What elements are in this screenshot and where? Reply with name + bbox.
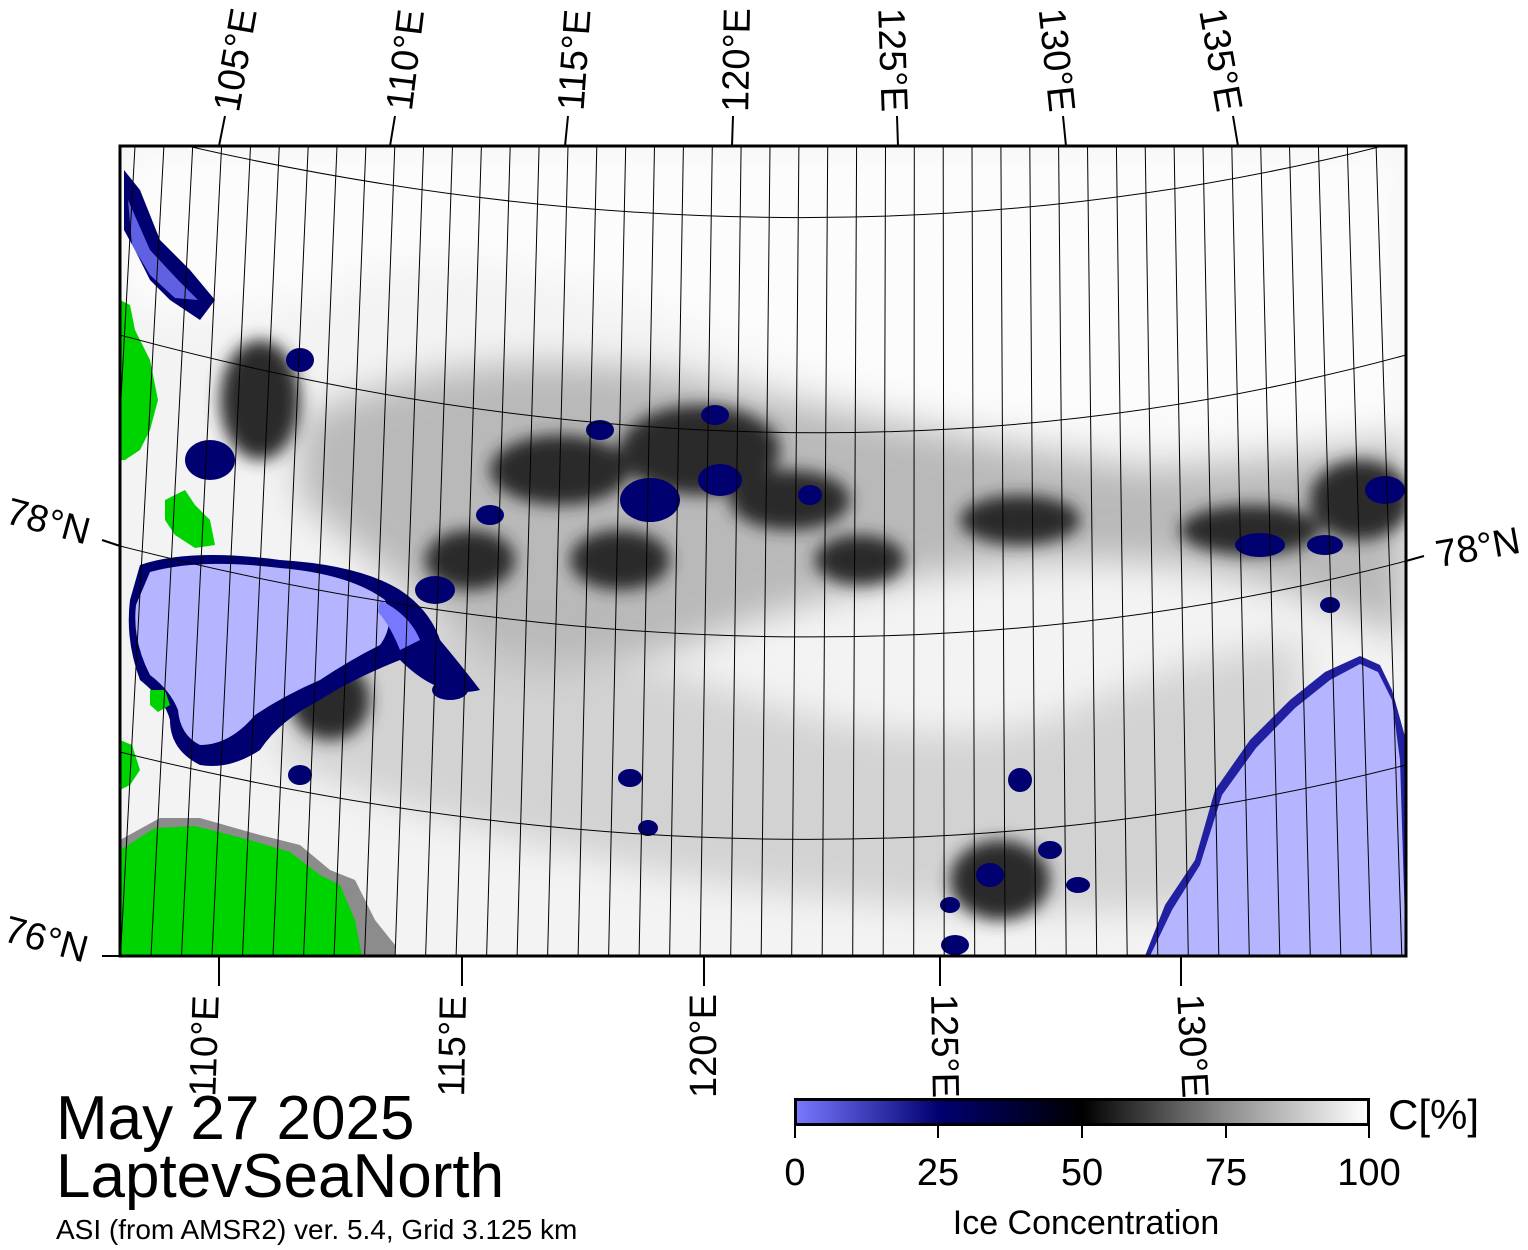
top-lon-label-115: 115°E	[550, 8, 600, 112]
meridian-line	[913, 146, 915, 956]
mid-concentration-south	[280, 620, 1300, 912]
bottom-lon-label-130: 130°E	[1168, 992, 1216, 1100]
meridian-line	[120, 146, 136, 426]
data-credit: ASI (from AMSR2) ver. 5.4, Grid 3.125 km	[56, 1214, 578, 1245]
top-lon-label-130: 130°E	[1029, 6, 1083, 114]
meridian-line	[516, 146, 540, 956]
top-lon-label-125: 125°E	[869, 7, 915, 113]
meridian-line	[1346, 146, 1372, 956]
map-frame	[118, 144, 1408, 958]
meridian-line	[608, 146, 627, 956]
meridian-line	[1260, 146, 1281, 956]
meridian-line	[486, 146, 511, 956]
meridian-line	[242, 146, 280, 956]
meridian-line	[882, 146, 886, 956]
western-lead-water	[128, 200, 198, 300]
bottom-lon-label-125: 125°E	[922, 993, 966, 1099]
parallel-line	[184, 146, 1385, 219]
meridian-line	[1317, 146, 1342, 956]
meridian-line	[1087, 146, 1098, 956]
meridian-line	[394, 146, 425, 956]
meridian-line	[150, 146, 194, 956]
islet-land	[120, 740, 140, 790]
meridian-line	[760, 146, 771, 956]
meridian-line	[547, 146, 569, 956]
meridian-line	[211, 146, 251, 956]
meridian-line	[1058, 146, 1067, 956]
graticule	[120, 146, 1406, 956]
meridian-line	[1173, 146, 1189, 956]
meridian-line	[699, 146, 713, 956]
meridian-line	[791, 146, 800, 956]
western-polynya-edge	[378, 600, 420, 650]
meridian-line	[1000, 146, 1006, 956]
meridian-line	[333, 146, 367, 956]
colorbar	[794, 1098, 1370, 1126]
taymyr-land	[120, 826, 362, 956]
top-lon-label-120: 120°E	[715, 7, 759, 113]
meridian-line	[1144, 146, 1159, 956]
meridian-line	[303, 146, 338, 956]
colorbar-tick-50: 50	[1060, 1152, 1104, 1194]
meridian-line	[1404, 146, 1406, 191]
bottom-lon-label-115: 115°E	[431, 995, 475, 1097]
meridian-line	[669, 146, 684, 956]
meridian-line	[364, 146, 396, 956]
meridian-line	[1375, 146, 1403, 956]
bottom-lon-label-110: 110°E	[182, 994, 228, 1098]
high-concentration-zone	[120, 146, 1406, 434]
bottom-lon-label-120: 120°E	[683, 994, 725, 1098]
meridian-line	[942, 146, 945, 956]
parallel-line	[120, 545, 1406, 638]
colorbar-title: Ice Concentration	[952, 1204, 1220, 1242]
colorbar-tick-75: 75	[1204, 1152, 1248, 1194]
meridian-line	[821, 146, 829, 956]
meridian-line	[425, 146, 453, 956]
severnaya-zemlya-land	[120, 300, 158, 460]
western-lead	[124, 170, 215, 320]
frame-ticks	[101, 115, 1425, 986]
meridian-line	[852, 146, 858, 956]
meridian-line	[1115, 146, 1128, 956]
islet-land-2	[150, 690, 170, 712]
meridian-line	[1029, 146, 1037, 956]
meridian-line	[638, 146, 655, 956]
meridian-line	[1231, 146, 1250, 956]
meridian-line	[1289, 146, 1311, 956]
colorbar-tick-100: 100	[1337, 1152, 1401, 1194]
meridian-line	[971, 146, 976, 956]
eastern-polynya	[1150, 664, 1406, 956]
colorbar-unit: C[%]	[1388, 1091, 1480, 1138]
meridian-line	[272, 146, 309, 956]
meridian-line	[730, 146, 742, 956]
colorbar-tick-25: 25	[916, 1152, 960, 1194]
meridian-line	[120, 146, 165, 956]
region-name: LaptevSeaNorth	[56, 1142, 505, 1211]
meridian-line	[1202, 146, 1220, 956]
colorbar-tick-0: 0	[784, 1152, 806, 1194]
meridian-line	[181, 146, 223, 956]
parallel-line	[120, 334, 1406, 434]
meridian-line	[577, 146, 598, 956]
meridian-line	[455, 146, 482, 956]
parallel-line	[120, 751, 1406, 840]
map-date: May 27 2025	[56, 1084, 415, 1153]
